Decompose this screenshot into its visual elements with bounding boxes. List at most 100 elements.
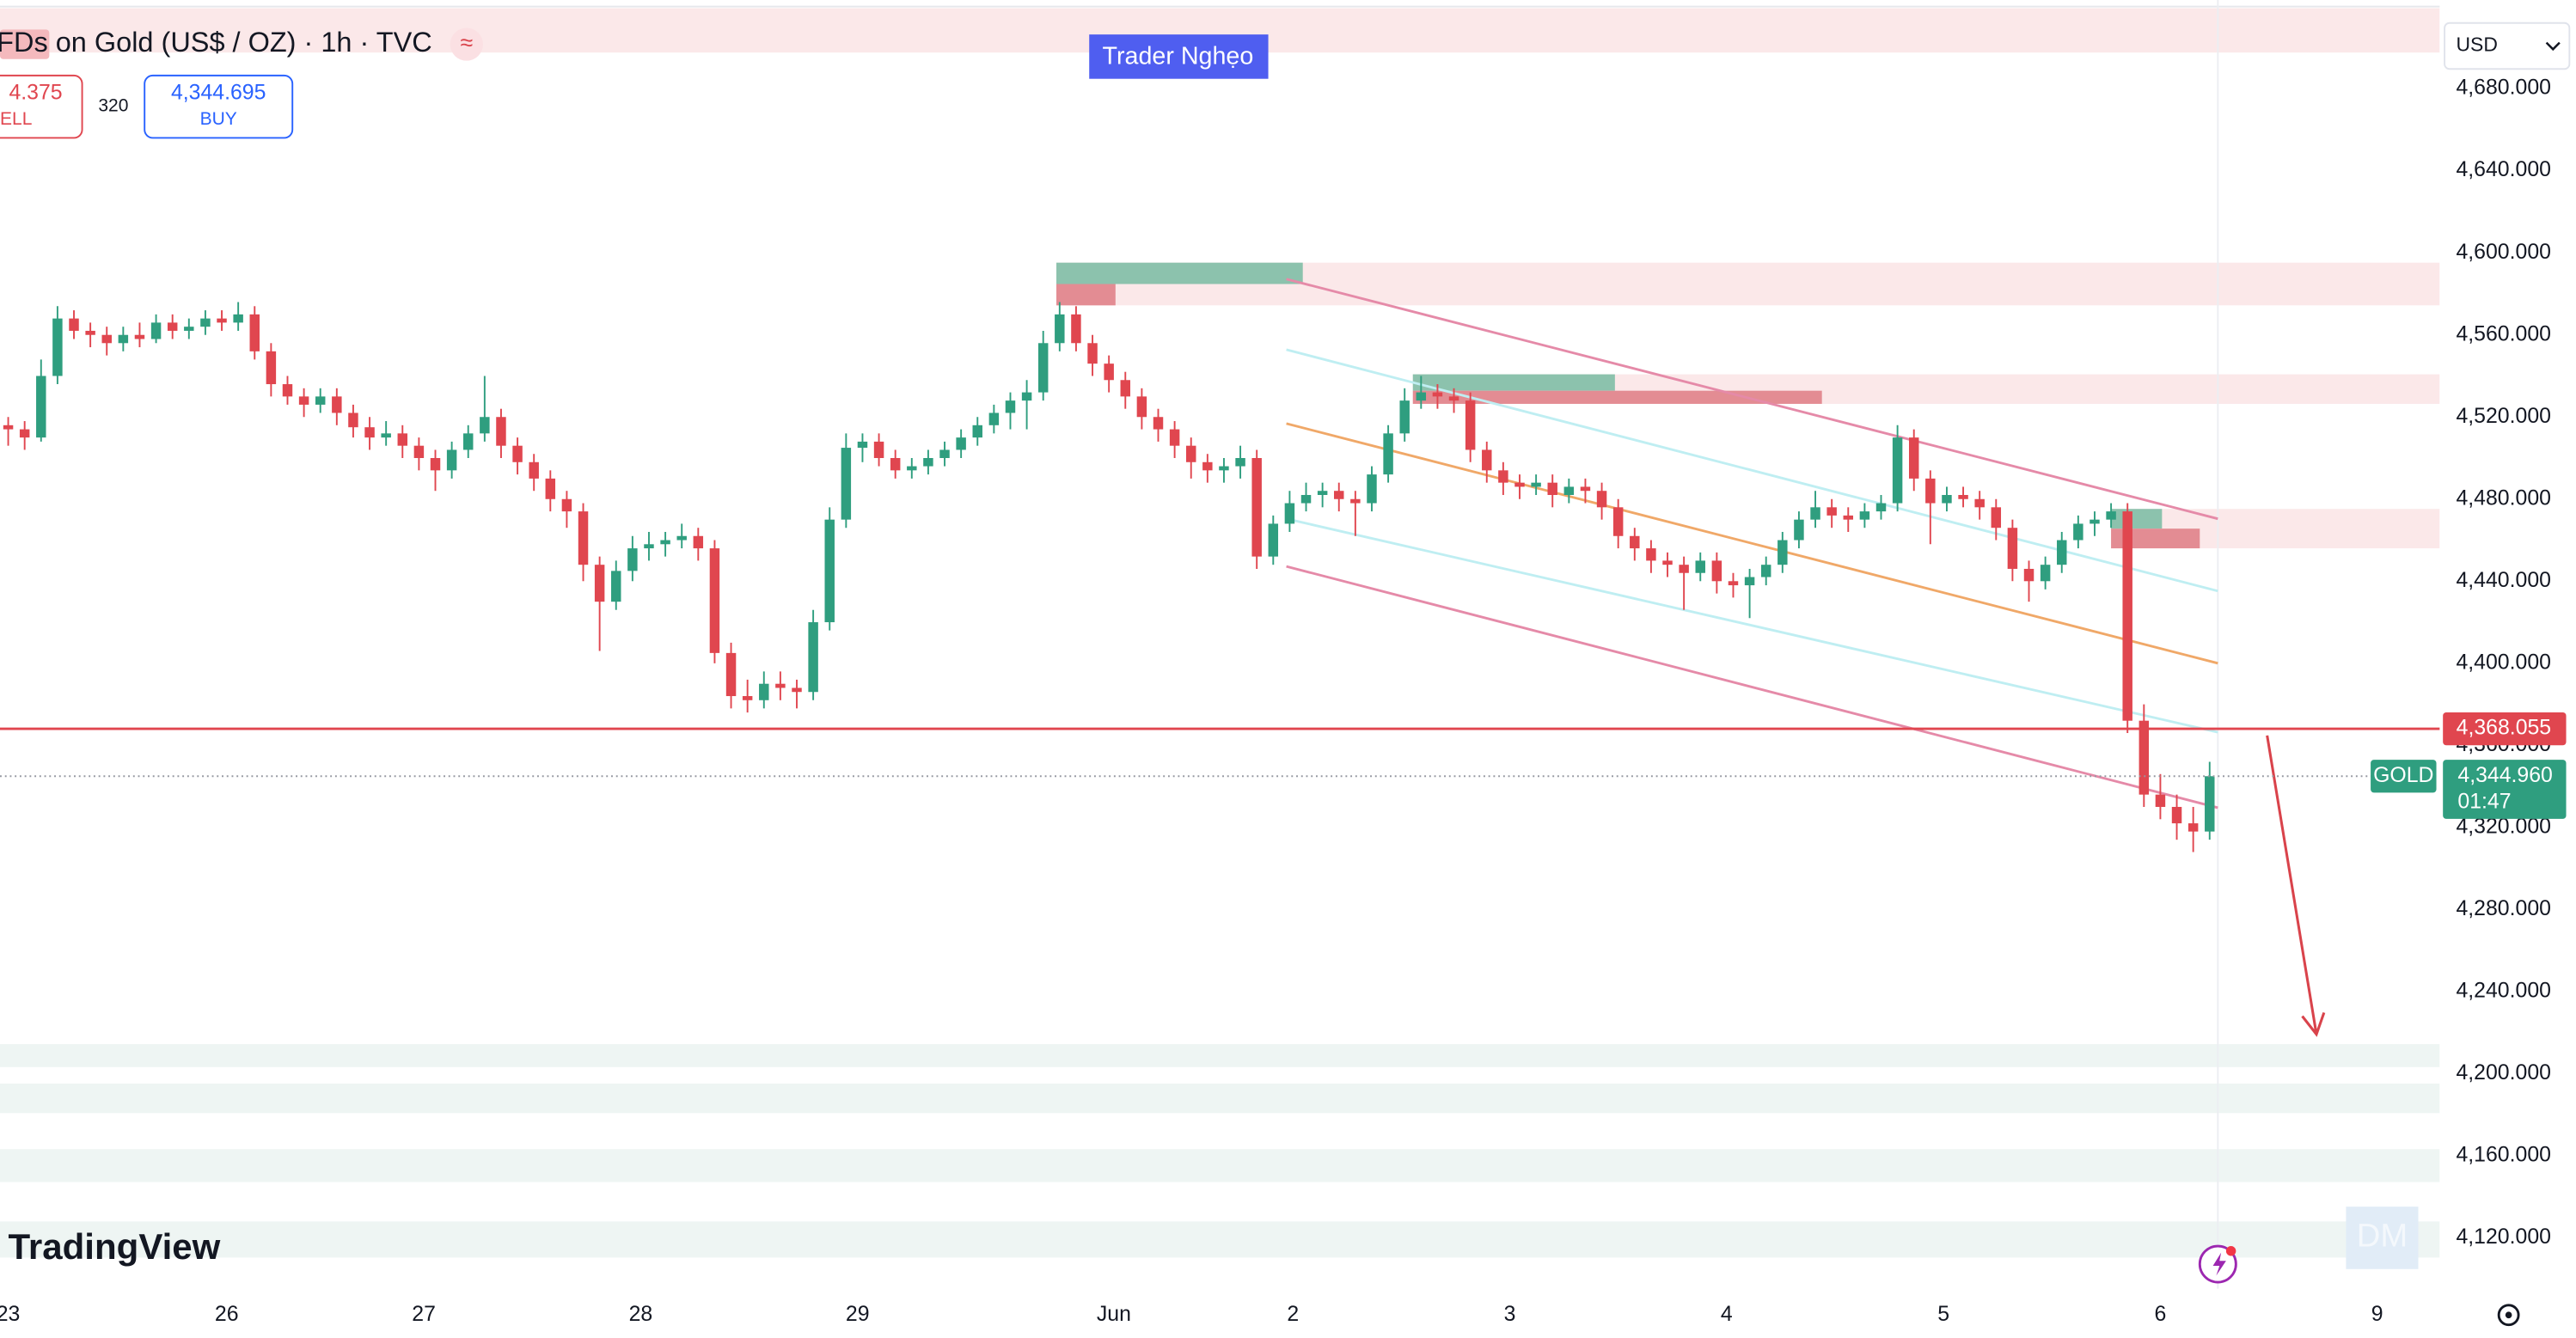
channel-line [1286,278,2218,521]
x-tick-label: 4 [1721,1303,1733,1326]
settings-icon-core [2505,1311,2512,1319]
candle-body [988,412,1000,425]
candle-body [1367,474,1377,504]
candle-body [742,696,753,700]
candle-body [529,461,539,479]
candle-body [1005,400,1016,413]
x-tick-label: Jun [1097,1303,1131,1326]
badge-text: Trader Nghẹo [1103,42,1254,70]
candle-body [956,437,966,450]
candle-body [725,652,737,697]
candle-body [1235,458,1245,467]
x-tick-label: 23 [0,1303,20,1326]
candle-body [1892,437,1903,504]
buy-price: 4,344.695 [171,81,266,104]
candle-body [644,544,654,549]
x-tick-label: 5 [1937,1303,1949,1326]
y-tick-label: 4,160.000 [2456,1144,2550,1167]
candle-body [1778,540,1788,565]
price-labels: 4,368.055 GOLD 4,344.960 01:47 [2371,712,2567,819]
candle-body [1679,565,1689,573]
candle-body [1153,417,1164,430]
currency-dropdown[interactable] [2444,21,2571,70]
candle-body [200,318,211,327]
sell-button[interactable] [0,74,83,139]
last-price-box [2443,760,2567,819]
candle-body [660,540,670,545]
candle-body [430,458,441,471]
candle-body [561,498,572,512]
levels [0,727,2440,1037]
candle-body [873,441,884,459]
candle-body [1169,429,1180,446]
badge [1089,34,1269,79]
zone [0,1083,2440,1114]
settings-icon[interactable] [2497,1304,2520,1327]
countdown-label: 01:47 [2457,790,2511,813]
currency: USD [2456,34,2497,56]
candle-body [1580,486,1591,492]
candle-body [1448,396,1459,401]
title-highlight [0,29,50,59]
level-label-box [2443,712,2567,746]
candle-body [1350,498,1361,504]
candle-body [1942,494,1952,504]
candle-body [1760,565,1771,577]
candle-body [266,351,277,385]
x-tick-label: 28 [629,1303,653,1326]
candle-body [1695,560,1705,573]
y-tick-label: 4,280.000 [2456,897,2550,920]
buy-label: BUY [200,109,237,129]
candle-body [1300,494,1312,504]
candle-body [792,687,802,693]
candle-body [134,334,145,339]
indicator-icon[interactable] [450,27,483,61]
candle-body [1646,548,1656,561]
candle-body [1185,445,1196,462]
candle-body [1958,494,1968,499]
candle-body [775,683,786,688]
candle-body [1875,503,1887,512]
alert-icon-bolt [2212,1252,2226,1276]
candle-body [446,449,457,471]
candle-body [167,322,178,331]
candle-body [2205,776,2215,832]
candle-body [1794,519,1804,541]
candle-body [413,445,425,459]
candle-body [2122,511,2132,721]
candle-body [118,334,129,344]
buy-button[interactable] [144,74,294,139]
candle-body [1104,364,1114,381]
candle-body [1514,482,1525,487]
candles [3,302,2215,852]
candle-body [480,417,490,434]
y-tick-label: 4,400.000 [2456,651,2550,674]
candle-body [808,622,818,693]
candle-body [217,318,227,323]
candle-body [1826,507,1837,516]
candle-body [1251,458,1262,557]
y-tick-label: 4,200.000 [2456,1061,2550,1084]
x-tick-label: 26 [215,1303,239,1326]
candle-body [1991,507,2002,528]
candle-body [1974,498,1985,508]
zone [1055,262,1303,284]
y-tick-label: 4,440.000 [2456,569,2550,592]
candle-body [184,327,194,331]
spread: 320 [98,96,128,116]
candle-body [1219,466,1229,471]
candle-body [1087,343,1098,364]
candle-body [2040,565,2051,582]
candle-body [249,314,260,351]
candle-body [2007,528,2018,569]
zone [0,1044,2440,1067]
candle-body [1925,478,1936,504]
candle-body [1498,470,1508,483]
candle-body [1744,577,1755,586]
candle-body [1021,392,1032,401]
candle-body [2073,523,2083,541]
candle-body [693,535,704,549]
candle-body [1531,482,1541,487]
candle-body [676,535,687,541]
